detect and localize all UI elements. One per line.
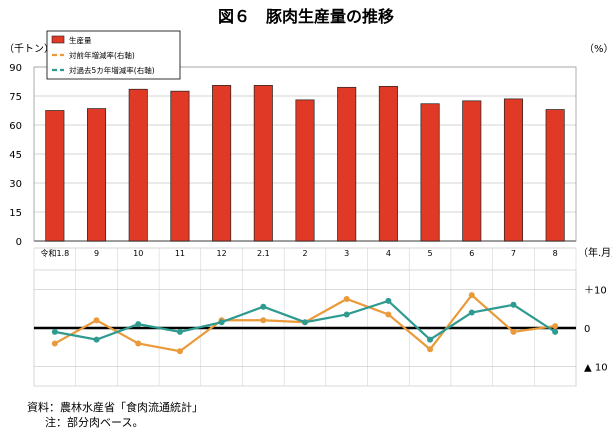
production-bar	[462, 100, 482, 242]
rate-series-point	[135, 340, 142, 347]
left-tick-label: 0	[16, 237, 22, 248]
rate-series-point	[468, 292, 475, 299]
rate-series-point	[93, 336, 100, 343]
rate-series-point	[51, 340, 58, 347]
rate-series-point	[510, 328, 517, 335]
left-axis-unit: （千トン）	[4, 43, 54, 55]
x-tick-label: 11	[175, 249, 185, 258]
legend-swatch-bar	[51, 35, 65, 44]
production-bar	[503, 98, 523, 242]
right-axis-unit: （%）	[584, 43, 612, 55]
rate-series-point	[218, 319, 225, 326]
production-bar	[295, 99, 315, 242]
rate-series-point	[468, 309, 475, 316]
x-tick-label: 令和1.8	[40, 248, 69, 258]
production-bar	[337, 86, 357, 242]
rate-series-point	[176, 328, 183, 335]
chart-title: 図６ 豚肉生産量の推移	[218, 7, 394, 26]
production-bar	[45, 110, 65, 242]
rate-series-point	[385, 311, 392, 318]
right-tick-label: ＋10	[584, 285, 607, 296]
rate-series-point	[135, 321, 142, 328]
production-bar	[420, 103, 440, 242]
legend-label-line: 対過去5カ年増減率(右軸)	[69, 65, 155, 75]
left-tick-label: 15	[9, 208, 22, 219]
production-bar	[545, 109, 565, 242]
rate-series-point	[260, 303, 267, 310]
production-bar	[378, 85, 398, 242]
production-bar	[128, 88, 148, 242]
right-tick-label: ▲ 10	[584, 363, 608, 374]
footnote: 注：部分肉ベース。	[45, 416, 144, 429]
left-tick-label: 45	[9, 150, 22, 161]
x-tick-label: 7	[511, 249, 516, 258]
rate-series-point	[260, 317, 267, 324]
rate-series-point	[427, 346, 434, 353]
x-tick-label: 8	[553, 249, 558, 258]
rate-series-point	[51, 328, 58, 335]
left-tick-label: 75	[9, 92, 22, 103]
x-tick-label: 4	[386, 249, 391, 258]
right-axis-ticks: ＋10 0 ▲ 10	[584, 285, 608, 373]
legend-box	[46, 30, 181, 80]
x-tick-label: 3	[344, 249, 349, 258]
legend-label-line: 対前年増減率(右軸)	[69, 50, 135, 60]
production-bars	[45, 85, 565, 242]
x-tick-label: 2	[302, 249, 307, 258]
rate-series-point	[510, 301, 517, 308]
rate-series-point	[427, 336, 434, 343]
production-bar	[253, 85, 273, 242]
left-tick-label: 90	[9, 63, 22, 74]
rate-series-point	[552, 328, 559, 335]
x-tick-label: 9	[94, 249, 99, 258]
production-bar	[170, 90, 190, 242]
production-bar	[212, 85, 232, 242]
left-tick-label: 30	[9, 179, 22, 190]
rate-series-point	[93, 317, 100, 324]
rate-series-point	[343, 296, 350, 302]
rate-series-point	[176, 348, 183, 355]
right-tick-label: 0	[584, 324, 590, 335]
rate-series-point	[343, 311, 350, 318]
x-tick-label: 6	[469, 249, 474, 258]
rate-series-point	[552, 323, 559, 330]
legend-label-bar: 生産量	[69, 35, 92, 45]
rate-series-point	[302, 319, 308, 326]
source-note: 資料：農林水産省「食肉流通統計」	[27, 401, 203, 414]
x-axis-ticks: 令和1.8 9 10 11 12 2.1 2 3 4 5 6 7 8	[40, 248, 557, 258]
rate-series-point	[385, 297, 392, 304]
left-axis-ticks: 90 75 60 45 30 15 0	[9, 63, 22, 248]
x-tick-label: 5	[428, 249, 433, 258]
x-tick-label: 10	[133, 249, 143, 258]
x-axis-unit: （年.月）	[578, 246, 612, 259]
line-gridlines	[33, 247, 577, 387]
x-tick-label: 12	[217, 249, 227, 258]
production-bar	[87, 108, 107, 242]
rate-lines	[51, 292, 559, 355]
x-tick-label: 2.1	[257, 249, 270, 258]
left-tick-label: 60	[9, 121, 22, 132]
